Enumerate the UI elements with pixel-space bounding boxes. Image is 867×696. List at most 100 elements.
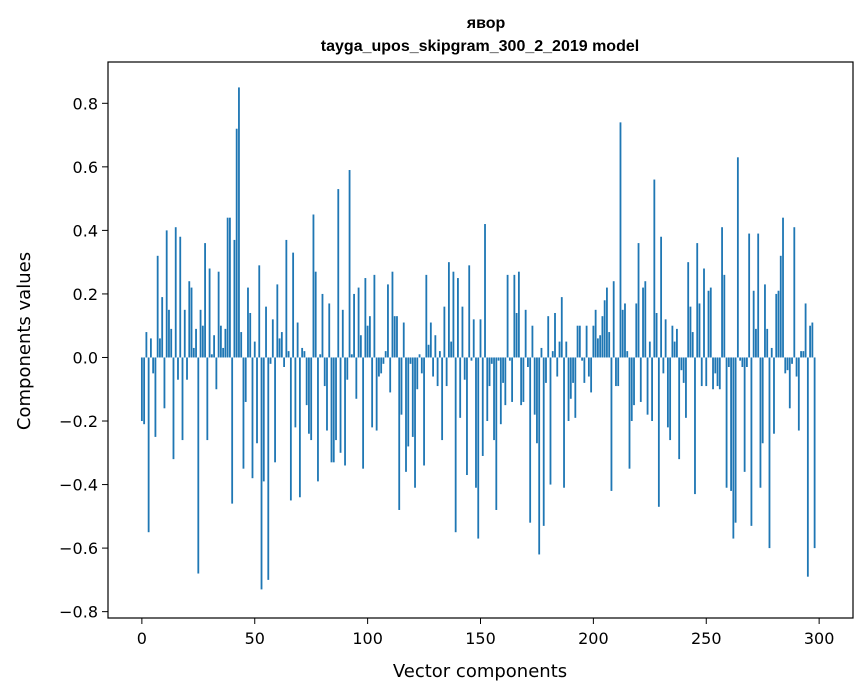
bar: [181, 357, 184, 441]
bar: [312, 214, 315, 358]
bar: [809, 325, 812, 358]
bar: [709, 287, 712, 358]
bar: [416, 357, 419, 390]
bar: [490, 357, 493, 364]
bar: [447, 262, 450, 358]
y-axis-label: Components values: [14, 252, 35, 430]
bar: [642, 287, 644, 358]
bar: [578, 325, 581, 358]
bar: [653, 179, 656, 358]
bar: [156, 255, 159, 358]
bar: [321, 293, 324, 358]
bar: [671, 325, 674, 358]
bar: [698, 303, 701, 358]
bar: [504, 357, 507, 406]
bar: [542, 357, 545, 526]
bar: [436, 357, 439, 387]
chart-subtitle: tayga_upos_skipgram_300_2_2019 model: [321, 38, 639, 55]
bar: [477, 357, 480, 539]
bar: [170, 328, 173, 358]
bar: [662, 357, 665, 374]
bar: [258, 265, 261, 358]
bar: [378, 357, 380, 377]
bar: [764, 284, 766, 358]
bar: [409, 357, 412, 364]
bar: [285, 239, 288, 358]
bar: [366, 325, 369, 358]
bar: [229, 217, 231, 358]
bar: [691, 332, 694, 358]
bar: [727, 357, 730, 367]
bar: [389, 357, 392, 393]
bar: [326, 357, 328, 431]
bar: [540, 347, 543, 358]
bar: [590, 357, 593, 393]
bar: [723, 274, 726, 358]
bar: [585, 325, 588, 358]
bar: [344, 357, 346, 466]
bar: [545, 357, 547, 383]
bar: [685, 357, 687, 418]
x-tick-label: 50: [245, 629, 265, 648]
bar: [195, 328, 197, 358]
bar: [502, 357, 504, 383]
bar: [362, 357, 365, 469]
bar: [488, 357, 491, 387]
bar: [429, 322, 432, 358]
bar: [249, 312, 252, 358]
bar: [238, 87, 240, 358]
bar: [499, 357, 502, 425]
bar: [689, 306, 692, 358]
bar: [678, 357, 681, 460]
bar: [292, 252, 295, 358]
bar: [373, 274, 376, 358]
bar: [398, 357, 401, 510]
bar: [635, 303, 638, 358]
bar: [355, 357, 358, 399]
bar: [527, 357, 529, 367]
bar: [565, 341, 568, 358]
bar: [705, 357, 708, 387]
bar: [224, 328, 227, 358]
bar: [420, 357, 423, 374]
bar: [434, 335, 437, 358]
bar: [554, 312, 556, 358]
bar: [319, 354, 322, 358]
bar: [353, 293, 355, 358]
bar: [630, 357, 633, 422]
bar: [470, 357, 473, 361]
bar: [569, 357, 572, 399]
bar: [405, 357, 407, 472]
bar: [222, 347, 225, 358]
bar: [770, 347, 773, 358]
x-tick-label: 150: [465, 629, 496, 648]
y-tick-label: 0.4: [73, 221, 98, 240]
bar: [147, 357, 150, 533]
bar: [350, 354, 353, 358]
bar: [199, 309, 202, 358]
bar: [382, 357, 385, 364]
bar: [452, 271, 455, 358]
bar: [486, 357, 489, 422]
bar: [461, 306, 464, 358]
bar: [648, 341, 651, 358]
bar: [240, 332, 243, 358]
bar: [438, 351, 441, 358]
bar: [265, 306, 267, 358]
bar: [533, 357, 536, 415]
y-tick-label: −0.8: [59, 603, 98, 622]
bar: [188, 281, 191, 358]
bar: [332, 357, 335, 463]
bar: [639, 357, 642, 402]
bar: [400, 357, 403, 415]
bar: [583, 357, 586, 383]
x-tick-label: 300: [804, 629, 835, 648]
bar: [782, 217, 784, 358]
bar: [531, 325, 534, 358]
bar: [479, 319, 482, 358]
bar: [734, 357, 737, 523]
bar: [696, 243, 699, 358]
bar: [310, 357, 313, 441]
bar: [666, 357, 669, 428]
